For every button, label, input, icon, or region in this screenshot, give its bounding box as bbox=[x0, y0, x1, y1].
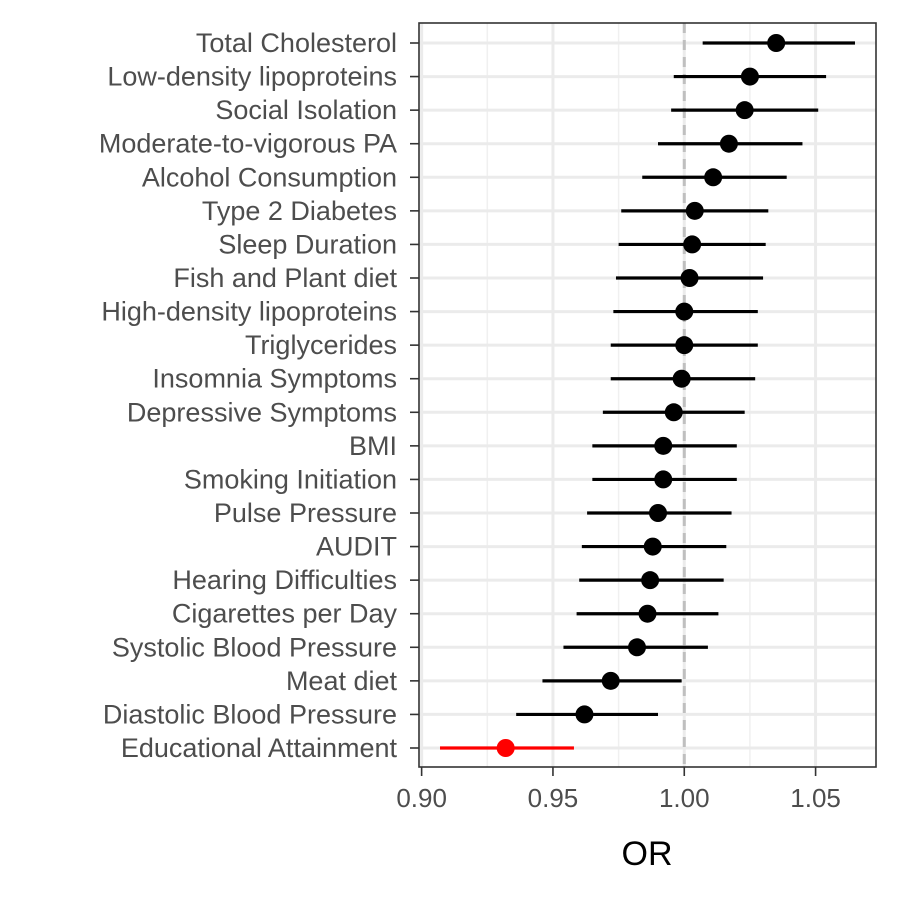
point-estimate bbox=[675, 302, 694, 321]
y-tick-label: Sleep Duration bbox=[218, 229, 397, 259]
point-estimate bbox=[672, 369, 691, 388]
point-estimate bbox=[735, 101, 754, 120]
data-series bbox=[440, 34, 855, 757]
y-tick-label: Insomnia Symptoms bbox=[152, 364, 397, 394]
y-tick-label: Depressive Symptoms bbox=[127, 397, 397, 427]
y-tick-label: Total Cholesterol bbox=[196, 28, 397, 58]
point-estimate bbox=[740, 67, 759, 86]
x-tick-label: 0.95 bbox=[528, 783, 579, 813]
point-estimate bbox=[683, 235, 702, 254]
x-tick-label: 1.00 bbox=[659, 783, 710, 813]
point-estimate bbox=[719, 134, 738, 153]
point-estimate bbox=[649, 504, 668, 522]
plot-panel-border bbox=[418, 22, 877, 768]
point-estimate bbox=[638, 604, 657, 623]
y-tick-label: Triglycerides bbox=[245, 330, 397, 360]
y-tick-label: High-density lipoproteins bbox=[101, 297, 397, 327]
x-axis-title: OR bbox=[622, 835, 673, 873]
point-estimate bbox=[627, 638, 646, 657]
y-tick-label: Social Isolation bbox=[215, 95, 397, 125]
point-estimate bbox=[664, 403, 683, 422]
point-estimate bbox=[675, 336, 694, 355]
point-estimate bbox=[767, 34, 786, 52]
y-tick-label: Pulse Pressure bbox=[214, 498, 397, 528]
y-tick-label: Fish and Plant diet bbox=[173, 263, 397, 293]
y-tick-label: Meat diet bbox=[286, 666, 398, 696]
point-estimate bbox=[575, 705, 594, 724]
point-estimate bbox=[601, 671, 620, 690]
point-estimate bbox=[654, 436, 673, 455]
point-estimate bbox=[685, 201, 704, 220]
point-estimate bbox=[704, 168, 723, 187]
y-axis: Total Cholesterol Low-density lipoprotein… bbox=[99, 28, 419, 763]
y-tick-label: Low-density lipoproteins bbox=[107, 62, 397, 92]
grid-lines bbox=[419, 23, 876, 767]
y-tick-label: Smoking Initiation bbox=[184, 464, 397, 494]
x-tick-label: 0.90 bbox=[396, 783, 447, 813]
y-tick-label: Educational Attainment bbox=[121, 733, 398, 763]
y-tick-label: Hearing Difficulties bbox=[172, 565, 397, 595]
y-tick-label: Alcohol Consumption bbox=[142, 162, 397, 192]
point-estimate bbox=[654, 470, 673, 489]
point-estimate bbox=[680, 269, 699, 287]
x-tick-label: 1.05 bbox=[790, 783, 841, 813]
y-tick-label: Systolic Blood Pressure bbox=[112, 632, 397, 662]
y-tick-label: Type 2 Diabetes bbox=[202, 196, 397, 226]
point-estimate bbox=[641, 571, 660, 590]
point-estimate bbox=[643, 537, 662, 556]
y-tick-label: BMI bbox=[349, 431, 397, 461]
y-tick-label: Cigarettes per Day bbox=[172, 599, 398, 629]
x-axis: 0.90 0.95 1.00 1.05 bbox=[396, 767, 841, 813]
y-tick-label: Diastolic Blood Pressure bbox=[103, 699, 397, 729]
y-tick-label: AUDIT bbox=[316, 532, 397, 562]
point-estimate bbox=[496, 739, 515, 757]
y-tick-label: Moderate-to-vigorous PA bbox=[99, 129, 397, 159]
